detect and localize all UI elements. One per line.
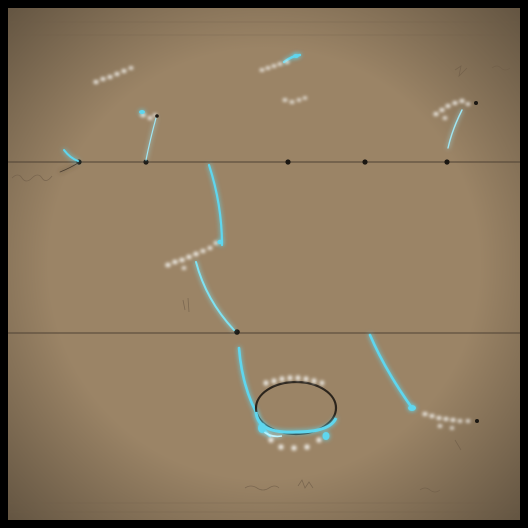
- paper-vignette: [8, 8, 520, 520]
- stem-ends: [155, 101, 479, 423]
- border-lines: [10, 21, 518, 513]
- middle-line-node: [234, 329, 240, 335]
- cyan-accents: [139, 54, 416, 440]
- sprig-clusters: [93, 60, 471, 451]
- scribbles: [11, 65, 511, 493]
